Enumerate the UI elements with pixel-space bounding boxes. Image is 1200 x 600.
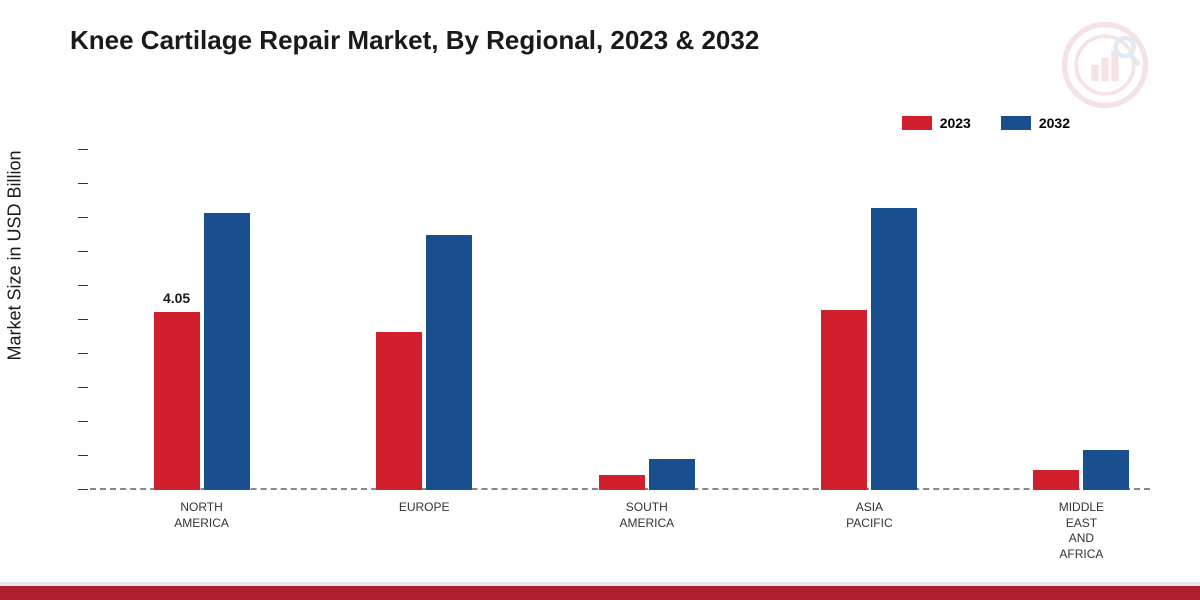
legend-label-2032: 2032 (1039, 115, 1070, 131)
legend-item-2032: 2032 (1001, 115, 1070, 131)
bar-2023 (376, 332, 422, 490)
y-tick (78, 421, 88, 422)
y-axis-label: Market Size in USD Billion (5, 150, 26, 360)
legend-item-2023: 2023 (902, 115, 971, 131)
legend-label-2023: 2023 (940, 115, 971, 131)
footer-bar (0, 586, 1200, 600)
y-tick (78, 217, 88, 218)
bar-value-label: 4.05 (163, 290, 190, 306)
y-tick (78, 387, 88, 388)
bar-group: SOUTH AMERICA (599, 459, 695, 490)
x-axis-label: NORTH AMERICA (174, 500, 229, 531)
x-axis-label: SOUTH AMERICA (619, 500, 674, 531)
bar-2032 (871, 208, 917, 490)
bar-2023 (821, 310, 867, 490)
bar-group: EUROPE (376, 235, 472, 490)
bar-2032 (204, 213, 250, 490)
bar-2032 (1083, 450, 1129, 490)
y-tick (78, 353, 88, 354)
bar-2023 (599, 475, 645, 490)
y-tick (78, 455, 88, 456)
y-tick (78, 489, 88, 490)
legend-swatch-2032 (1001, 116, 1031, 130)
bar-group: 4.05NORTH AMERICA (154, 213, 250, 490)
bar-group: MIDDLE EAST AND AFRICA (1033, 450, 1129, 490)
bar-2032 (649, 459, 695, 490)
bar-2032 (426, 235, 472, 490)
y-tick (78, 149, 88, 150)
legend-swatch-2023 (902, 116, 932, 130)
bar-2023 (1033, 470, 1079, 490)
bar-group: ASIA PACIFIC (821, 208, 917, 490)
y-tick (78, 319, 88, 320)
bar-2023: 4.05 (154, 312, 200, 490)
x-axis-label: EUROPE (399, 500, 450, 516)
y-tick (78, 285, 88, 286)
chart-area: 4.05NORTH AMERICA EUROPE SOUTH AMERICA ASIA… (90, 160, 1150, 490)
chart-container: Knee Cartilage Repair Market, By Regiona… (0, 0, 1200, 600)
y-tick (78, 183, 88, 184)
x-axis-label: ASIA PACIFIC (846, 500, 892, 531)
legend: 2023 2032 (902, 115, 1070, 131)
watermark-logo (1060, 20, 1150, 110)
x-axis-label: MIDDLE EAST AND AFRICA (1059, 500, 1104, 562)
y-tick (78, 251, 88, 252)
chart-title: Knee Cartilage Repair Market, By Regiona… (70, 25, 759, 56)
